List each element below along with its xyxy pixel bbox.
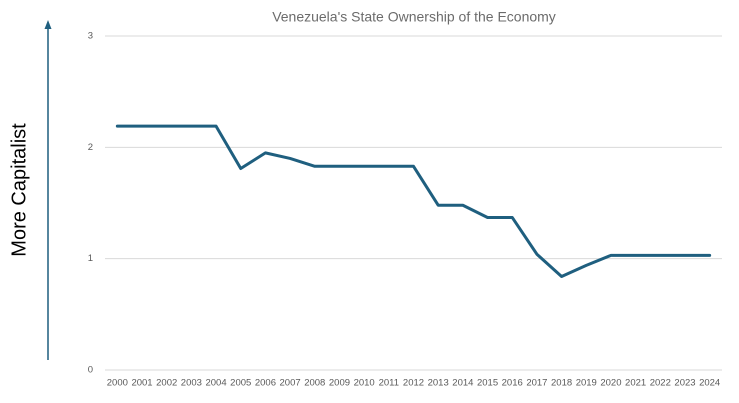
- x-tick-label: 2009: [329, 378, 350, 389]
- x-tick-label: 2022: [650, 378, 671, 389]
- x-tick-label: 2011: [379, 378, 399, 389]
- chart-title: Venezuela's State Ownership of the Econo…: [272, 9, 556, 25]
- x-tick-label: 2023: [674, 378, 695, 389]
- x-tick-label: 2006: [255, 378, 276, 389]
- x-tick-label: 2012: [403, 378, 424, 389]
- x-tick-label: 2015: [477, 378, 498, 389]
- y-tick-label: 1: [88, 253, 93, 264]
- x-tick-label: 2004: [205, 378, 226, 389]
- x-tick-label: 2008: [304, 378, 325, 389]
- x-tick-label: 2002: [156, 378, 177, 389]
- x-tick-label: 2016: [502, 378, 523, 389]
- x-tick-label: 2014: [452, 378, 473, 389]
- x-tick-label: 2010: [354, 378, 375, 389]
- y-axis-label: More Capitalist: [8, 123, 30, 257]
- x-tick-label: 2005: [230, 378, 251, 389]
- x-tick-label: 2019: [576, 378, 597, 389]
- x-tick-label: 2007: [280, 378, 301, 389]
- x-tick-label: 2013: [428, 378, 449, 389]
- y-tick-label: 0: [88, 365, 93, 376]
- y-tick-label: 3: [88, 31, 93, 42]
- data-line: [115, 124, 712, 278]
- y-tick-label: 2: [88, 142, 93, 153]
- x-tick-label: 2020: [600, 378, 621, 389]
- x-tick-label: 2003: [181, 378, 202, 389]
- arrow-head: [44, 20, 52, 29]
- x-tick-label: 2018: [551, 378, 572, 389]
- x-tick-label: 2021: [625, 378, 646, 389]
- x-tick-label: 2001: [131, 378, 152, 389]
- x-tick-label: 2000: [107, 378, 128, 389]
- x-tick-label: 2024: [699, 378, 720, 389]
- x-tick-label: 2017: [526, 378, 547, 389]
